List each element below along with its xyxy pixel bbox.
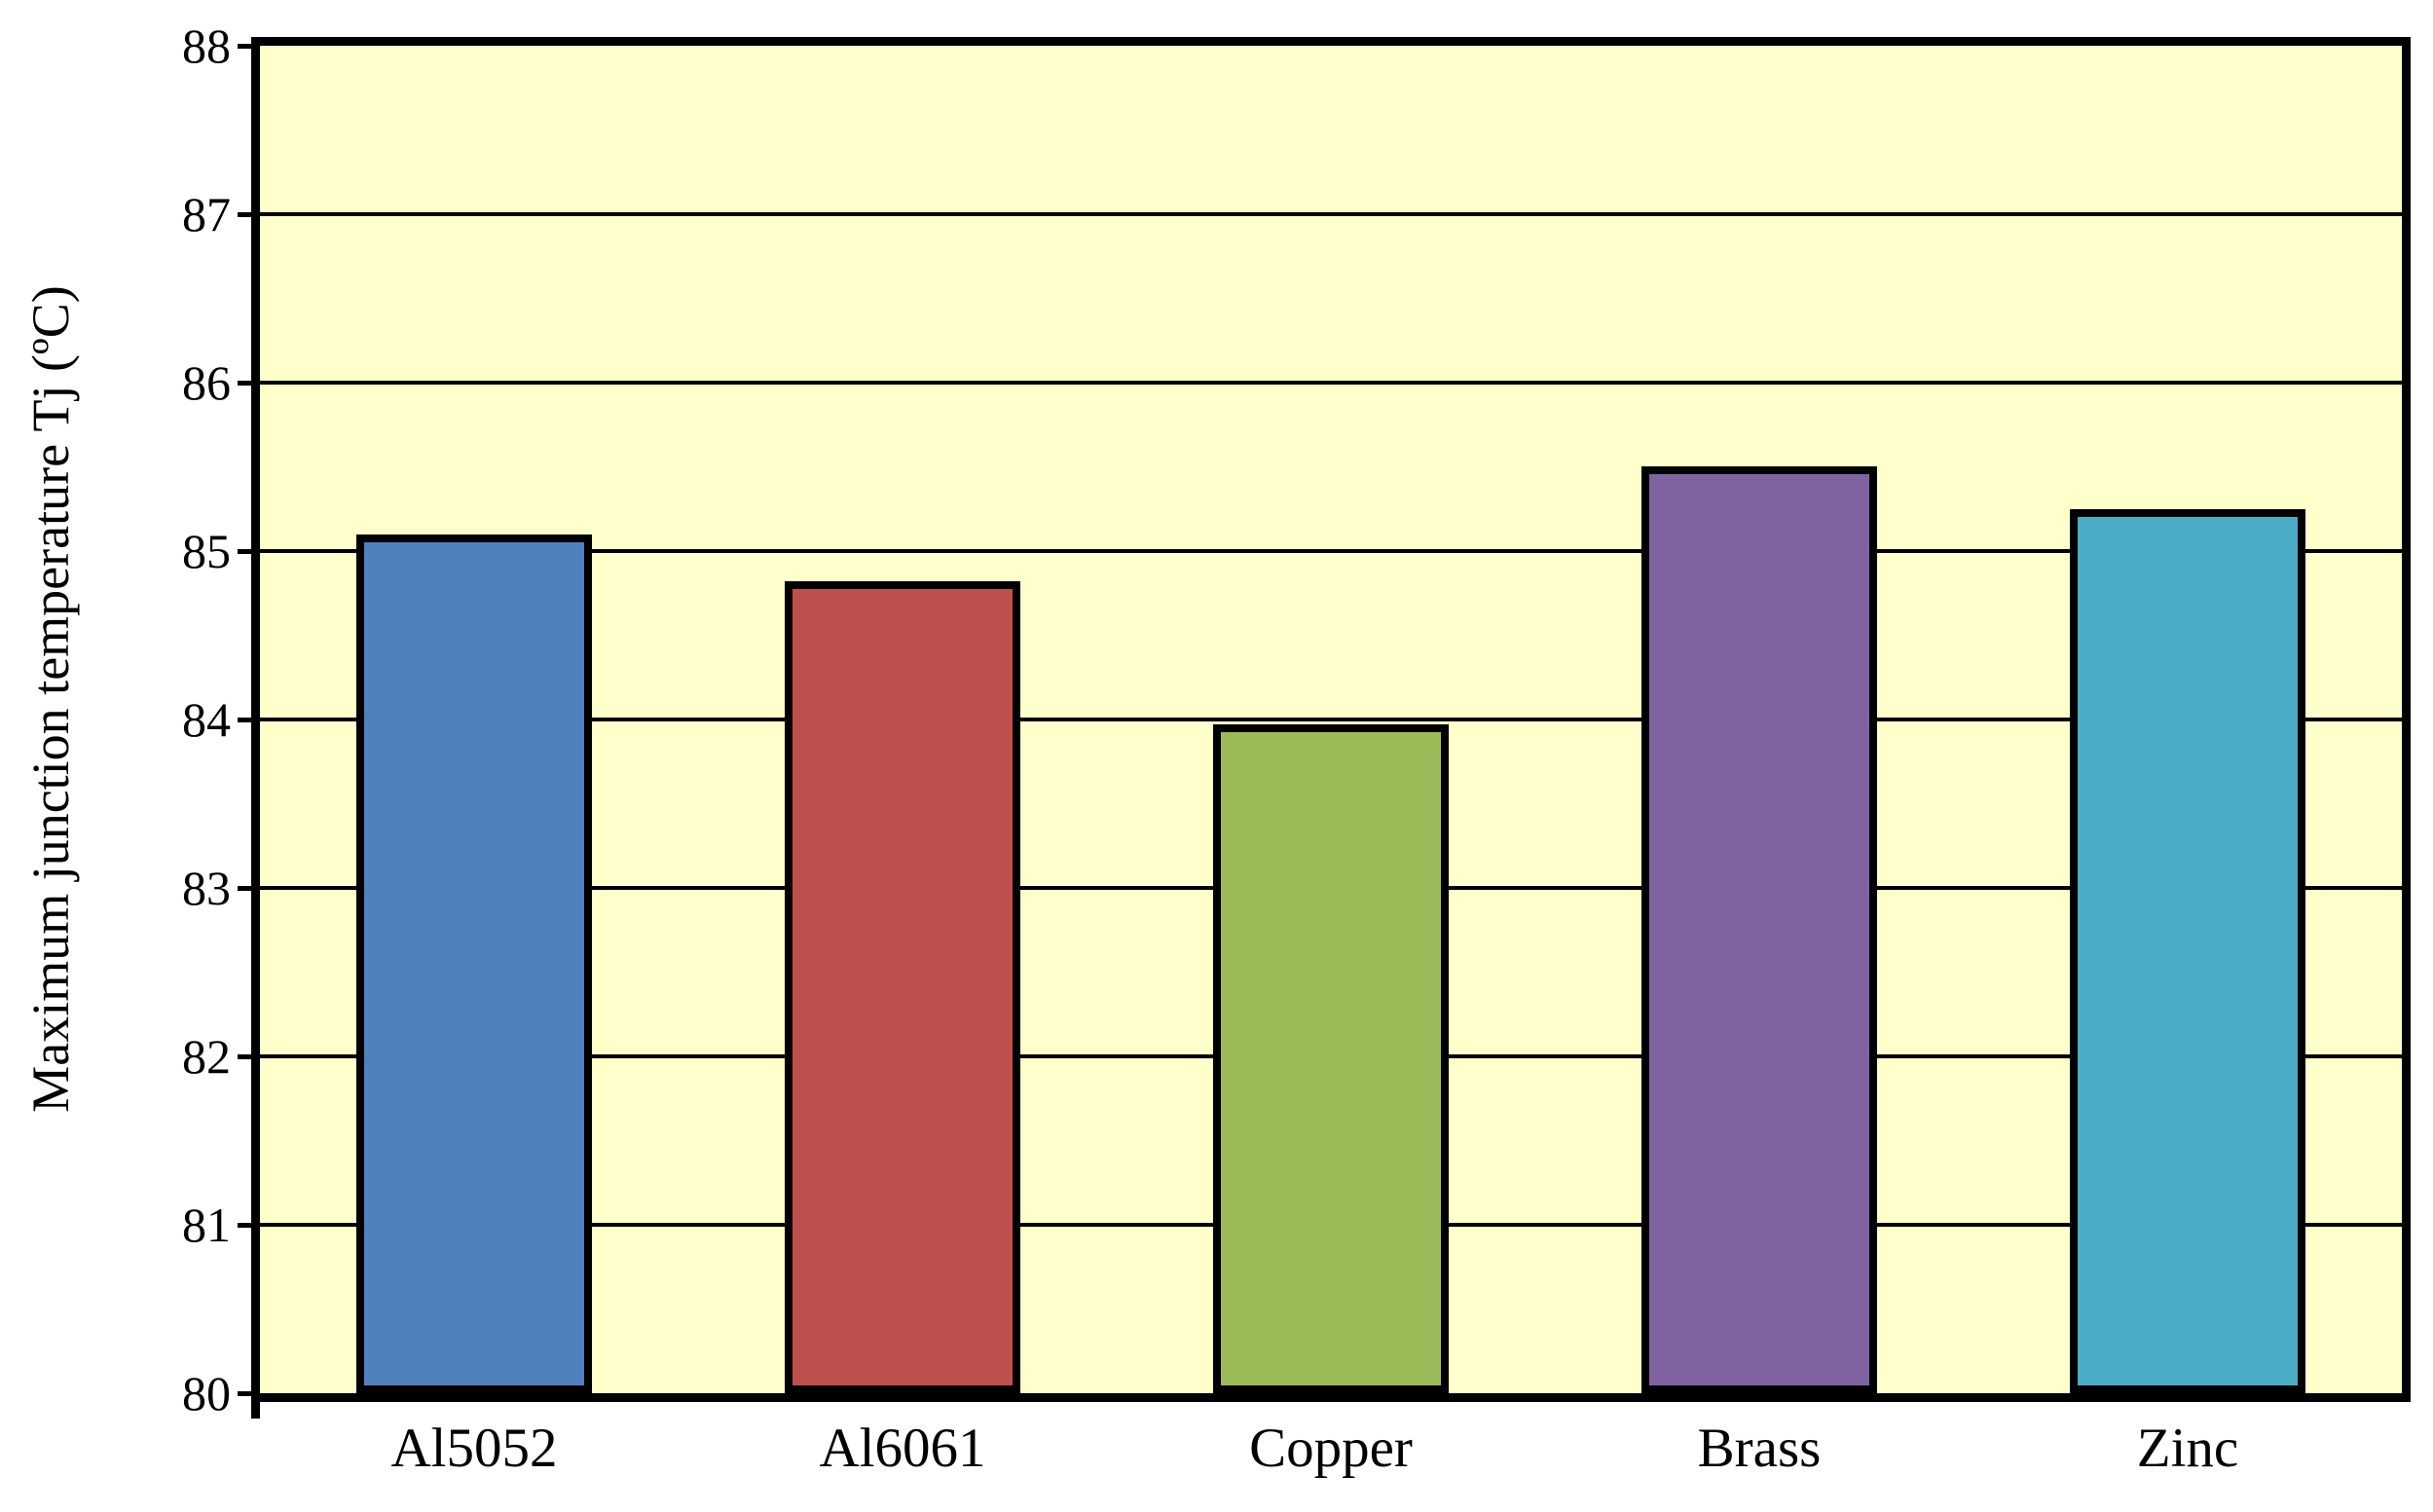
y-tick-label: 81 xyxy=(182,1198,231,1252)
category-label-zinc: Zinc xyxy=(2136,1418,2239,1479)
y-tick-label: 84 xyxy=(182,692,231,747)
y-tick-88 xyxy=(238,44,251,49)
plot-area: 80 81 82 83 84 85 86 87 88 Al5052 Al6061 Copper Bras… xyxy=(182,21,2411,1478)
y-tick-81 xyxy=(238,1223,251,1228)
bar-copper xyxy=(1213,724,1449,1393)
category-label-al5052: Al5052 xyxy=(390,1418,558,1479)
gridline-85 xyxy=(260,549,2402,553)
category-label-al6061: Al6061 xyxy=(819,1418,986,1479)
y-tick-82 xyxy=(238,1054,251,1059)
category-label-copper: Copper xyxy=(1249,1418,1413,1479)
y-tick-label: 88 xyxy=(182,18,231,73)
y-tick-86 xyxy=(238,381,251,386)
y-tick-label: 85 xyxy=(182,524,231,578)
y-tick-84 xyxy=(238,718,251,722)
bar-brass xyxy=(1641,466,1877,1393)
y-tick-label: 82 xyxy=(182,1029,231,1084)
y-tick-label: 87 xyxy=(182,187,231,241)
y-tick-80 xyxy=(238,1391,251,1396)
y-tick-83 xyxy=(238,886,251,891)
gridline-87 xyxy=(260,212,2402,216)
y-tick-label: 80 xyxy=(182,1366,231,1420)
gridline-84 xyxy=(260,718,2402,721)
y-tick-87 xyxy=(238,212,251,217)
bar-al6061 xyxy=(785,581,1020,1393)
y-tick-85 xyxy=(238,549,251,554)
axis-corner-tick xyxy=(251,1402,260,1419)
gridline-86 xyxy=(260,381,2402,385)
y-axis-title: Maximum junction temperature Tj (ºC) xyxy=(21,285,80,1113)
bar-al5052 xyxy=(356,535,592,1393)
category-label-brass: Brass xyxy=(1697,1418,1822,1479)
y-tick-label: 83 xyxy=(182,861,231,915)
y-tick-label: 86 xyxy=(182,355,231,410)
bar-zinc xyxy=(2070,509,2305,1393)
